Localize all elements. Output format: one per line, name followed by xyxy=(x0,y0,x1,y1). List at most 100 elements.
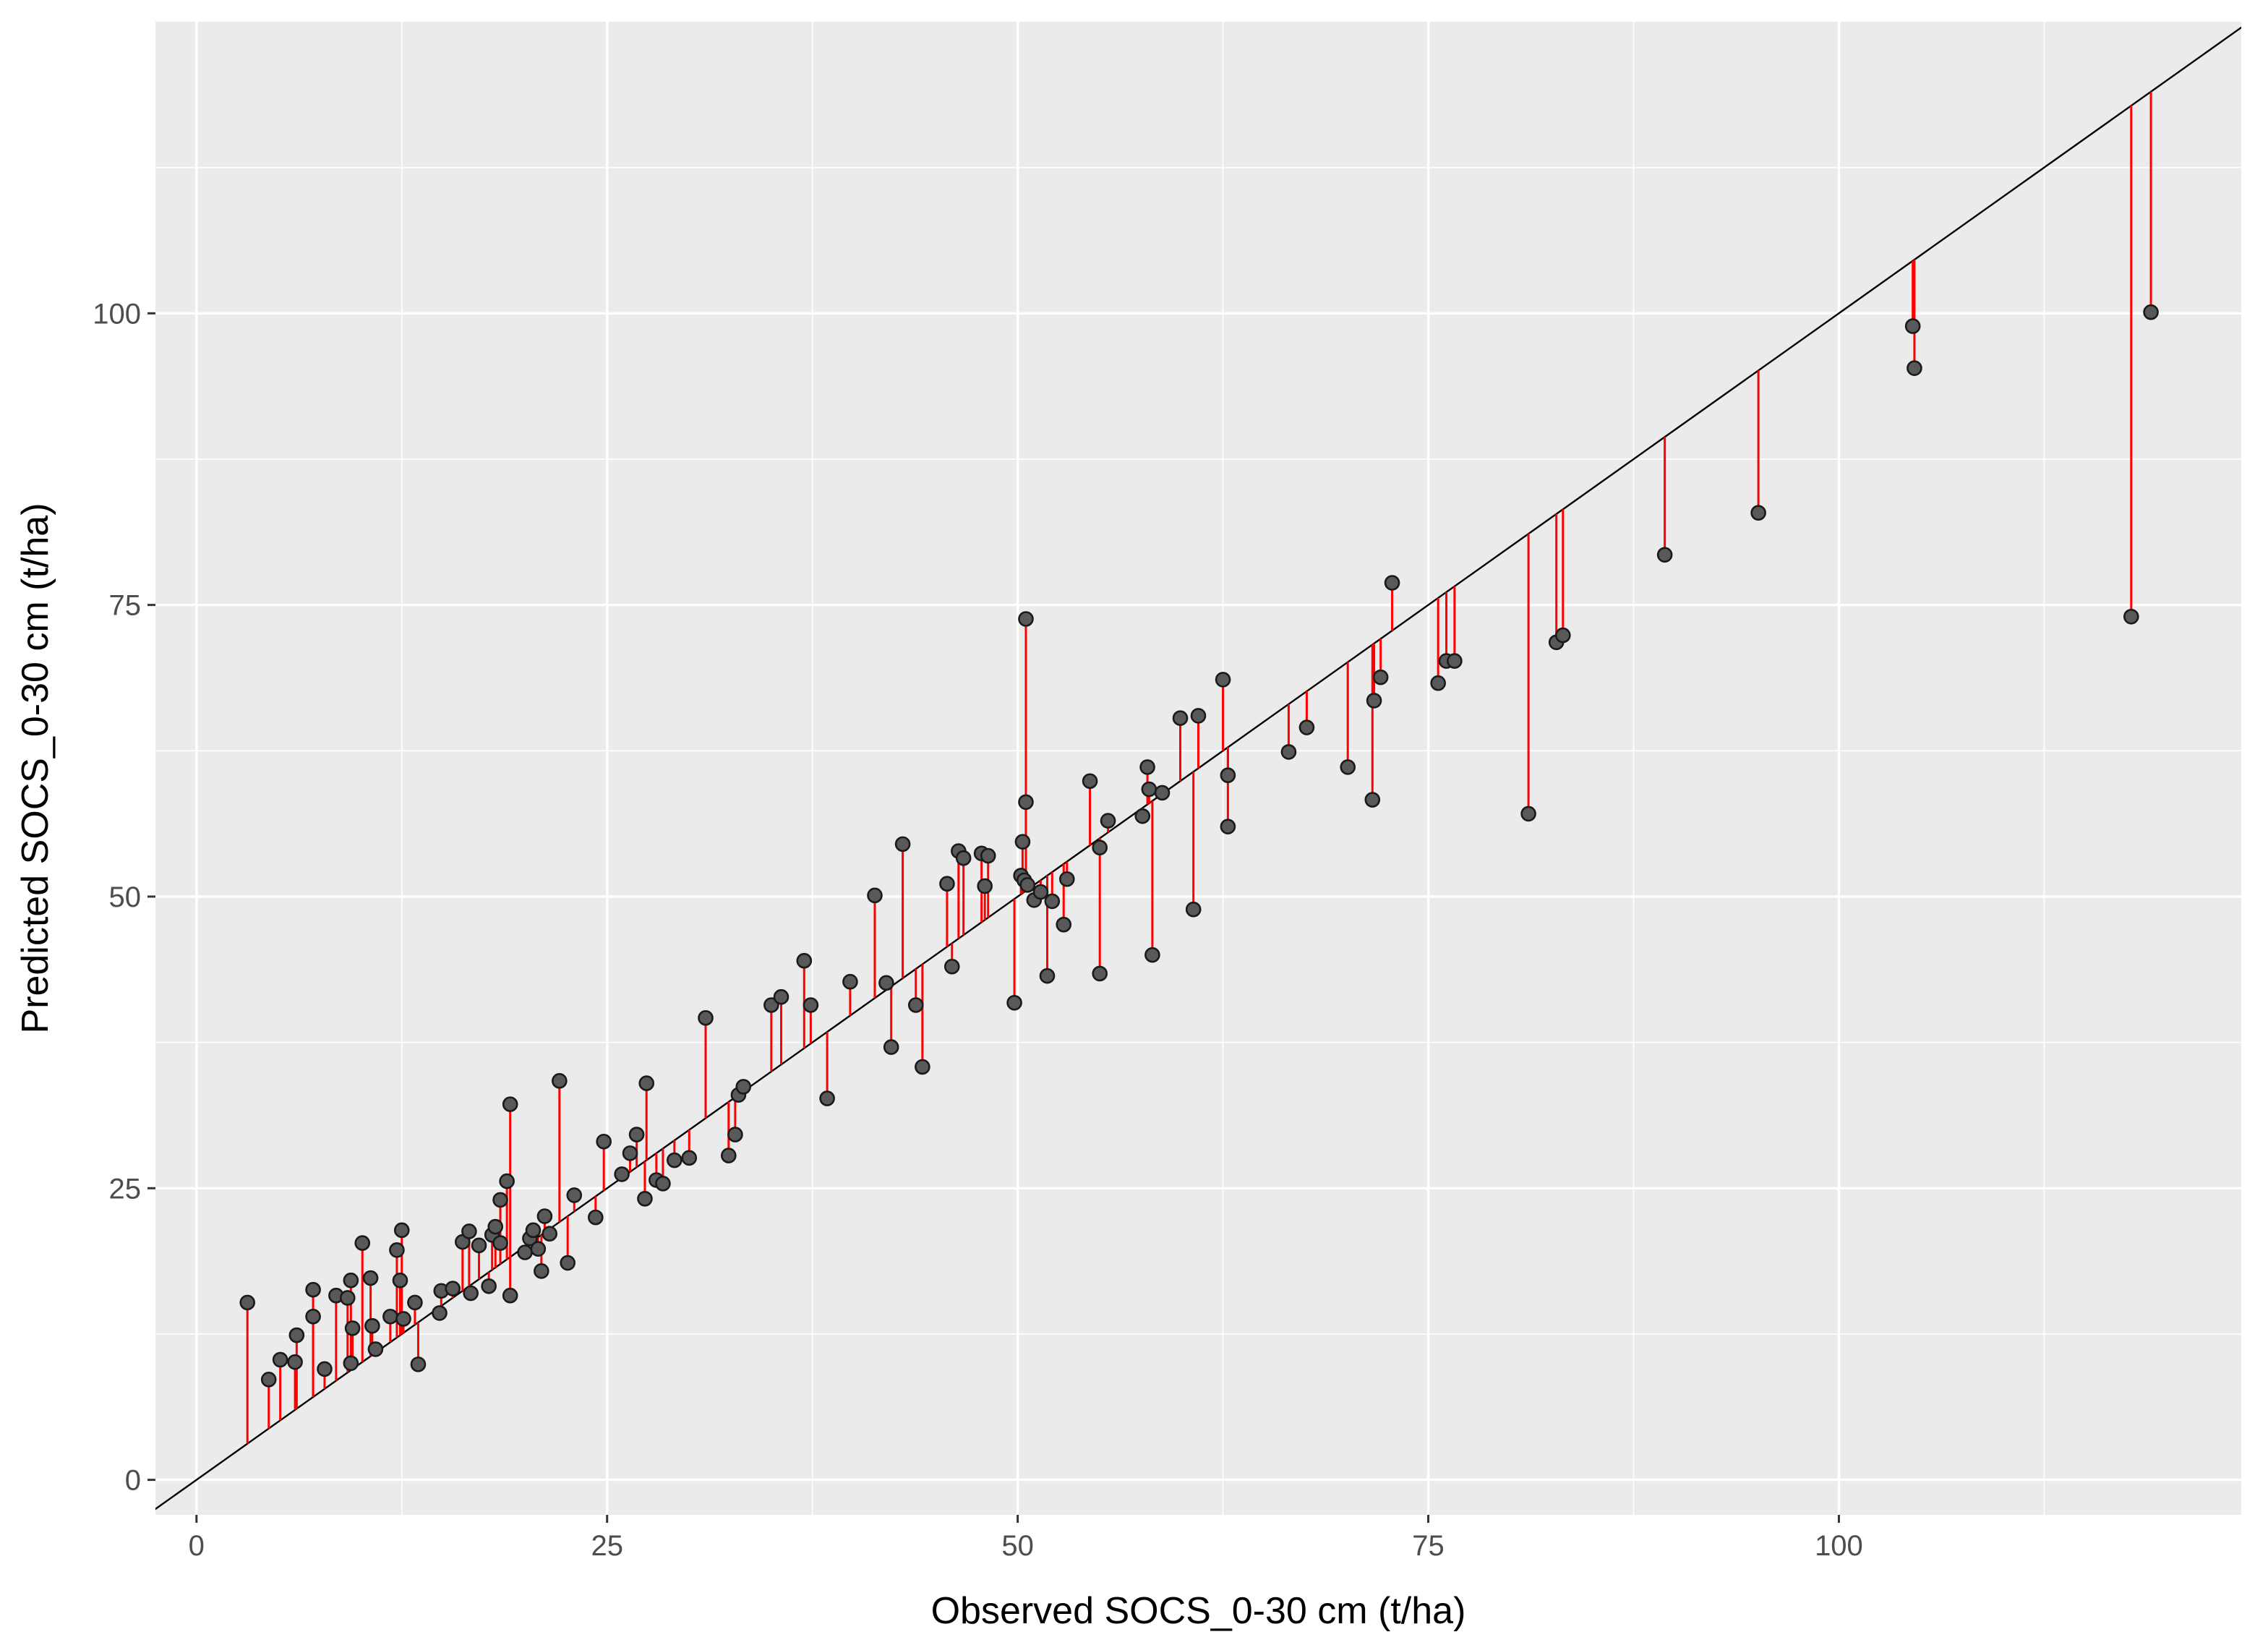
data-point xyxy=(461,1223,477,1239)
data-point xyxy=(735,1079,752,1095)
data-point xyxy=(362,1270,379,1286)
data-point xyxy=(721,1148,737,1163)
data-point xyxy=(894,836,911,853)
data-point xyxy=(1190,708,1207,724)
data-point xyxy=(867,887,883,904)
x-axis-ticks: 0 25 50 75 100 xyxy=(189,1515,1863,1562)
data-point xyxy=(883,1039,899,1055)
data-point xyxy=(727,1127,743,1142)
data-point xyxy=(1520,806,1536,822)
data-point xyxy=(980,847,996,864)
data-point xyxy=(1019,877,1036,893)
data-point xyxy=(1384,575,1400,591)
data-points xyxy=(239,304,2159,1388)
x-tick-label: 75 xyxy=(1412,1530,1445,1562)
data-point xyxy=(977,878,993,894)
data-point xyxy=(1220,819,1236,834)
data-point xyxy=(1039,967,1056,984)
data-point xyxy=(939,876,955,892)
data-point xyxy=(943,958,960,975)
data-point xyxy=(560,1255,575,1271)
data-point xyxy=(305,1308,321,1325)
data-point xyxy=(1447,653,1463,669)
data-point xyxy=(239,1294,256,1311)
data-point xyxy=(566,1187,583,1203)
data-point xyxy=(463,1285,479,1302)
data-point xyxy=(842,973,858,990)
data-point xyxy=(878,975,894,991)
data-point xyxy=(1298,719,1315,735)
data-point xyxy=(1056,916,1072,933)
data-point xyxy=(530,1241,547,1257)
data-point xyxy=(1032,884,1049,900)
data-point xyxy=(596,1133,612,1150)
data-point xyxy=(1018,794,1034,811)
data-point xyxy=(1141,781,1157,798)
y-tick-label: 0 xyxy=(125,1465,141,1497)
data-point xyxy=(796,952,813,969)
data-point xyxy=(628,1127,645,1142)
data-point xyxy=(1018,611,1034,627)
data-point xyxy=(698,1009,714,1026)
data-point xyxy=(272,1351,288,1368)
data-point xyxy=(638,1075,655,1091)
data-point xyxy=(382,1308,398,1325)
data-point xyxy=(588,1209,604,1226)
y-tick-label: 25 xyxy=(109,1173,142,1205)
data-point xyxy=(1044,893,1061,910)
data-point xyxy=(1139,759,1155,775)
data-point xyxy=(819,1090,835,1106)
data-point xyxy=(1907,360,1922,376)
data-point xyxy=(637,1191,653,1207)
y-axis-title: Predicted SOCS_0-30 cm (t/ha) xyxy=(14,503,56,1033)
data-point xyxy=(517,1244,533,1260)
data-point xyxy=(392,1272,408,1289)
data-point xyxy=(803,997,819,1013)
data-point xyxy=(1430,675,1446,691)
data-point xyxy=(344,1320,361,1336)
data-point xyxy=(1100,813,1116,829)
data-point xyxy=(367,1341,384,1357)
y-axis-ticks: 0 25 50 75 100 xyxy=(93,298,155,1497)
data-point xyxy=(502,1096,518,1112)
data-point xyxy=(1215,672,1231,688)
data-point xyxy=(432,1305,448,1321)
data-point xyxy=(1134,808,1151,824)
data-point xyxy=(763,997,779,1013)
data-point xyxy=(343,1272,359,1289)
x-tick-label: 100 xyxy=(1815,1530,1863,1562)
data-point xyxy=(1372,669,1389,685)
data-point xyxy=(339,1290,356,1306)
data-point xyxy=(1340,759,1356,775)
data-point xyxy=(492,1192,508,1208)
data-point xyxy=(536,1208,553,1224)
data-point xyxy=(445,1281,461,1296)
data-point xyxy=(395,1311,411,1327)
data-point xyxy=(907,997,924,1013)
data-point xyxy=(614,1166,630,1182)
x-tick-label: 0 xyxy=(189,1530,205,1562)
data-point xyxy=(681,1150,698,1166)
data-point xyxy=(1092,965,1108,982)
data-point xyxy=(1154,785,1171,801)
data-point xyxy=(667,1152,682,1168)
data-point xyxy=(1092,839,1108,856)
data-point xyxy=(343,1355,359,1372)
x-axis-title: Observed SOCS_0-30 cm (t/ha) xyxy=(931,1590,1466,1632)
data-point xyxy=(1058,871,1075,887)
data-point xyxy=(1555,627,1571,644)
data-point xyxy=(773,988,789,1005)
data-point xyxy=(1172,710,1189,726)
data-point xyxy=(622,1145,638,1161)
data-point xyxy=(1366,693,1382,709)
data-point xyxy=(1014,834,1031,850)
data-point xyxy=(305,1281,321,1298)
y-tick-label: 100 xyxy=(93,298,141,330)
data-point xyxy=(1656,547,1673,563)
data-point xyxy=(471,1237,487,1254)
x-tick-label: 50 xyxy=(1001,1530,1034,1562)
data-point xyxy=(260,1372,277,1388)
data-point xyxy=(955,850,972,866)
x-tick-label: 25 xyxy=(591,1530,623,1562)
